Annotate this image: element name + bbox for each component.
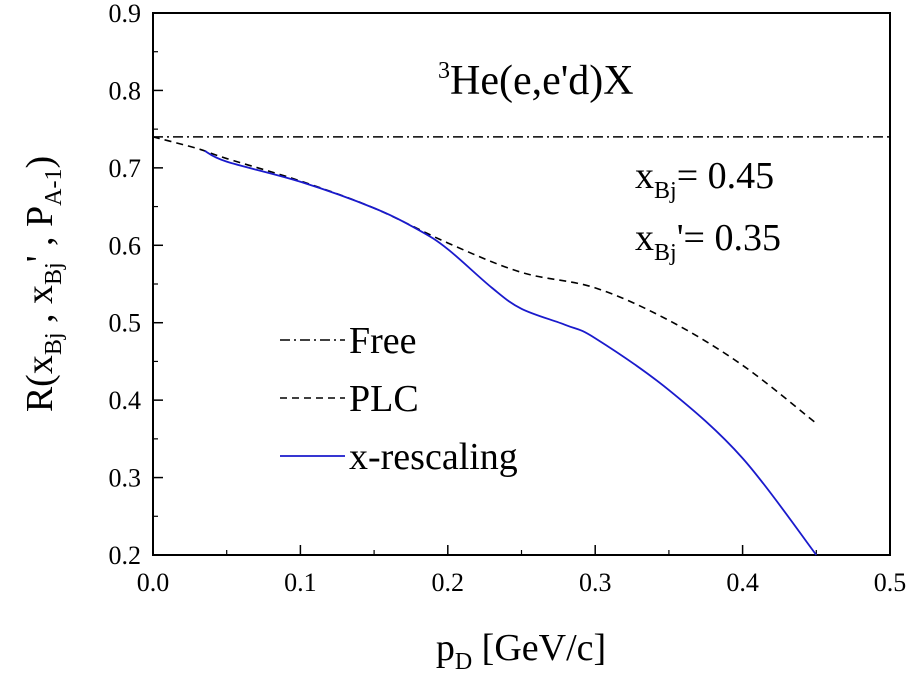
x-tick-label: 0.0 xyxy=(137,568,170,597)
x-tick-label: 0.1 xyxy=(284,568,317,597)
y-tick-label: 0.7 xyxy=(109,154,142,183)
series-line-plc xyxy=(152,136,817,424)
y-tick-label: 0.3 xyxy=(109,464,142,493)
series-layer xyxy=(152,136,890,556)
reaction-annotation: 3He(e,e'd)X xyxy=(438,58,634,104)
legend-free-label: Free xyxy=(349,320,417,362)
xbjp-annotation: xBj'= 0.35 xyxy=(635,217,781,266)
y-tick-label: 0.2 xyxy=(109,541,142,570)
legend-plc-label: PLC xyxy=(349,378,419,420)
y-tick-label: 0.8 xyxy=(109,76,142,105)
xbj-annotation: xBj= 0.45 xyxy=(635,155,774,204)
y-tick-label: 0.9 xyxy=(109,0,142,28)
x-axis-title: pD [GeV/c] xyxy=(436,627,606,675)
x-tick-label: 0.3 xyxy=(579,568,612,597)
y-tick-label: 0.5 xyxy=(109,309,142,338)
x-tick-label: 0.5 xyxy=(874,568,907,597)
x-tick-label: 0.2 xyxy=(432,568,465,597)
legend-xrescaling-label: x-rescaling xyxy=(349,436,518,478)
y-tick-label: 0.6 xyxy=(109,231,142,260)
series-line-x-rescaling xyxy=(204,150,818,556)
y-tick-label: 0.4 xyxy=(109,386,142,415)
y-ticks: 0.2 0.3 0.4 0.5 0.6 0.7 0.8 0.9 xyxy=(109,0,163,570)
x-tick-label: 0.4 xyxy=(726,568,759,597)
x-ticks: 0.0 0.1 0.2 0.3 0.4 0.5 xyxy=(137,545,907,597)
legend: Free PLC x-rescaling xyxy=(280,320,518,478)
y-axis-title: R(xBj , xBj' , PA-1) xyxy=(19,156,67,412)
